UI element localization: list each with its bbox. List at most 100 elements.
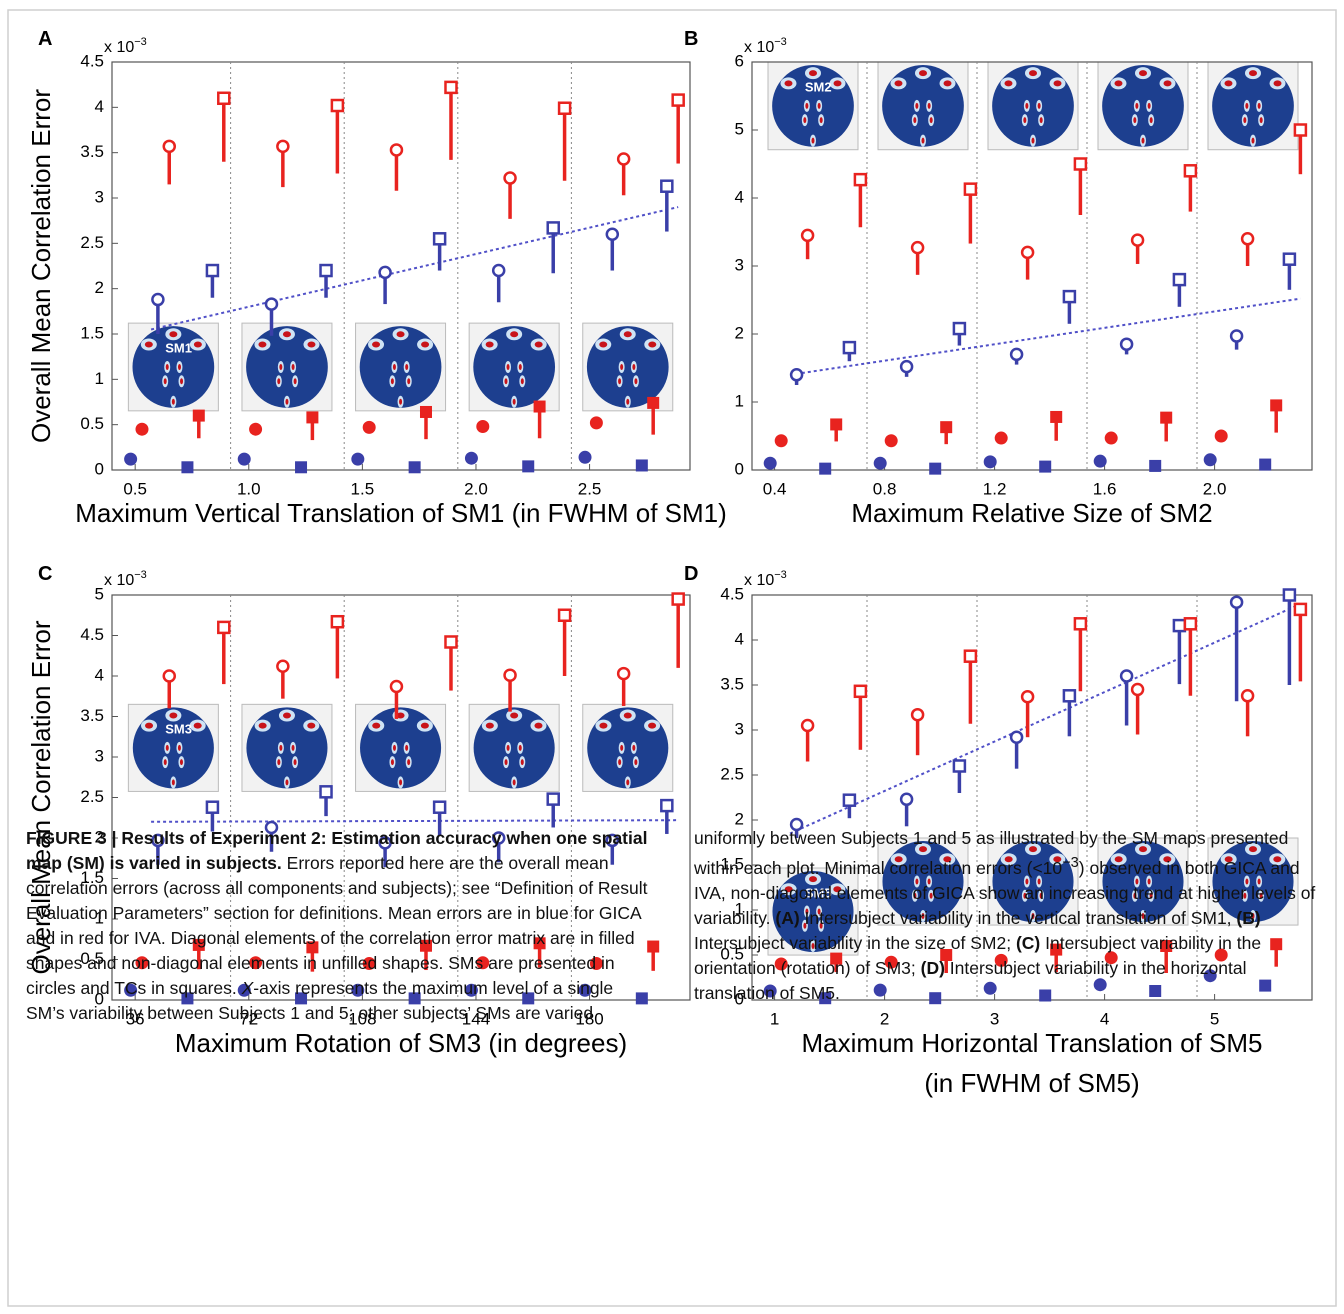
y-tick-label: 1 <box>735 391 744 410</box>
sm-inset-blob-core <box>513 779 516 785</box>
point <box>1064 291 1075 302</box>
point <box>164 141 175 152</box>
point <box>1185 618 1196 629</box>
sm-inset-blob-core <box>624 331 632 337</box>
sm-inset-blob-core <box>620 745 623 751</box>
x-tick-label: 0.4 <box>763 479 787 498</box>
point <box>207 802 218 813</box>
sm-inset-blob-core <box>169 712 177 718</box>
sm-inset-blob-core <box>166 745 169 751</box>
sm-inset-blob-core <box>803 117 806 123</box>
x-tick-label: 2.5 <box>578 479 602 498</box>
sm-inset-blob-core <box>534 723 542 729</box>
sm-inset-blob-core <box>919 70 927 76</box>
sm-inset-blob-core <box>519 745 522 751</box>
sm-inset-blob-core <box>818 103 821 109</box>
point <box>673 95 684 106</box>
y-tick-label: 4.5 <box>80 51 104 70</box>
point <box>984 456 996 468</box>
point <box>434 802 445 813</box>
sm-inset-blob-core <box>372 723 380 729</box>
trend-line <box>790 604 1300 834</box>
y-tick-label: 4 <box>95 97 104 116</box>
point <box>802 230 813 241</box>
point <box>1242 690 1253 701</box>
sm-inset-blob-core <box>391 759 394 765</box>
point <box>307 412 318 423</box>
point <box>493 265 504 276</box>
y-tick-label: 1 <box>95 369 104 388</box>
point <box>673 594 684 605</box>
point <box>636 460 647 471</box>
sm-inset-blob-core <box>421 342 429 348</box>
point <box>218 93 229 104</box>
point <box>136 423 148 435</box>
y-tick-label: 4.5 <box>80 625 104 644</box>
point <box>1174 620 1185 631</box>
point <box>380 267 391 278</box>
sm-inset-blob-core <box>1114 80 1122 86</box>
point <box>912 709 923 720</box>
sm-inset-blob-core <box>180 759 183 765</box>
point <box>1295 604 1306 615</box>
point <box>505 670 516 681</box>
sm-inset-blob-core <box>513 399 516 405</box>
y-tick-label: 5 <box>735 119 744 138</box>
point <box>901 794 912 805</box>
sm-inset-label: SM3 <box>165 722 192 737</box>
x-tick-label: 1.5 <box>351 479 375 498</box>
point <box>1022 247 1033 258</box>
page: {"chart_data":[ {"type":"stem","panel":"… <box>0 0 1344 1314</box>
sm-inset-blob-core <box>421 723 429 729</box>
point <box>218 622 229 633</box>
point <box>1040 461 1051 472</box>
sm-inset-blob-core <box>294 378 297 384</box>
sm-inset-blob-core <box>599 342 607 348</box>
sm-inset-blob-core <box>632 745 635 751</box>
sm-inset-blob-core <box>1258 103 1261 109</box>
sm-inset-blob-core <box>1142 138 1145 144</box>
sm-inset-blob-core <box>1252 138 1255 144</box>
sm-inset-blob-core <box>407 378 410 384</box>
x-tick-label: 1.2 <box>983 479 1007 498</box>
sm-inset-blob-core <box>407 759 410 765</box>
sm-inset-blob-core <box>510 712 518 718</box>
sm-inset-blob-core <box>486 723 494 729</box>
axis-scale-label: x 10−3 <box>104 569 147 589</box>
sm-inset-blob-core <box>285 399 288 405</box>
point <box>1231 597 1242 608</box>
axis-scale-power: −3 <box>134 36 147 48</box>
sm-inset-blob-core <box>507 364 510 370</box>
point <box>954 323 965 334</box>
point <box>618 154 629 165</box>
caption-text: (C) <box>1016 933 1040 953</box>
point <box>995 432 1007 444</box>
caption-text: Intersubject variability in the size of … <box>694 933 1016 953</box>
sm-inset-blob-core <box>279 745 282 751</box>
point <box>1075 618 1086 629</box>
sm-inset-blob-core <box>164 759 167 765</box>
sm-inset-blob-core <box>399 399 402 405</box>
point <box>125 453 137 465</box>
point <box>1231 331 1242 342</box>
point <box>661 181 672 192</box>
caption-text: (D) <box>921 958 945 978</box>
sm-inset-blob-core <box>1274 80 1282 86</box>
caption-text: Intersubject variability in the vertical… <box>800 908 1237 928</box>
point <box>352 453 364 465</box>
sm-inset-blob-core <box>1054 80 1062 86</box>
sm-inset-blob-core <box>283 712 291 718</box>
point <box>1132 684 1143 695</box>
sm-inset-blob-core <box>172 399 175 405</box>
point <box>321 265 332 276</box>
sm-inset-blob-core <box>507 745 510 751</box>
point <box>874 457 886 469</box>
y-tick-label: 3.5 <box>80 142 104 161</box>
point <box>1075 159 1086 170</box>
sm-inset-blob-core <box>292 364 295 370</box>
point <box>182 462 193 473</box>
point <box>930 463 941 474</box>
sm-inset-blob-core <box>504 378 507 384</box>
point <box>1284 590 1295 601</box>
axis-scale-base: x 10 <box>744 572 774 589</box>
